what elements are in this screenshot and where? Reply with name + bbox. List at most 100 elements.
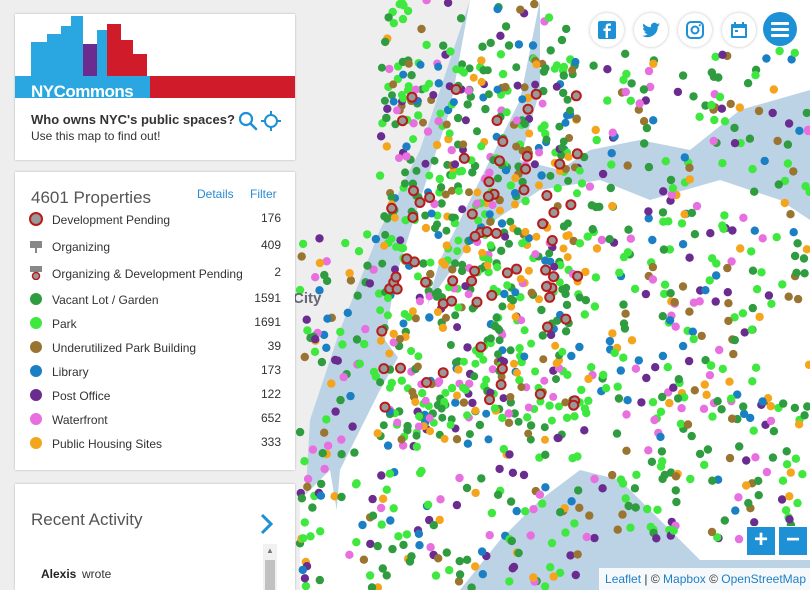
property-marker[interactable] (700, 461, 708, 469)
property-marker[interactable] (491, 404, 499, 412)
property-marker[interactable] (440, 398, 448, 406)
property-marker[interactable] (561, 528, 569, 536)
property-marker[interactable] (385, 350, 393, 358)
property-marker[interactable] (451, 160, 459, 168)
property-marker[interactable] (425, 313, 433, 321)
property-marker[interactable] (602, 384, 610, 392)
property-marker[interactable] (793, 499, 801, 507)
property-marker[interactable] (468, 399, 476, 407)
property-marker[interactable] (767, 417, 775, 425)
property-marker[interactable] (505, 41, 513, 49)
property-marker[interactable] (377, 471, 385, 479)
property-marker[interactable] (369, 512, 377, 520)
property-marker[interactable] (316, 576, 324, 584)
property-marker[interactable] (748, 326, 756, 334)
property-marker[interactable] (747, 247, 755, 255)
property-marker[interactable] (390, 98, 398, 106)
property-marker[interactable] (383, 105, 391, 113)
property-marker[interactable] (761, 157, 769, 165)
property-marker[interactable] (448, 384, 456, 392)
property-marker[interactable] (562, 327, 570, 335)
property-marker[interactable] (459, 384, 467, 392)
property-marker[interactable] (396, 335, 404, 343)
property-marker[interactable] (739, 214, 747, 222)
property-marker[interactable] (429, 91, 437, 99)
property-marker[interactable] (489, 365, 497, 373)
property-marker[interactable] (422, 41, 430, 49)
property-marker[interactable] (445, 566, 453, 574)
property-marker[interactable] (695, 113, 703, 121)
property-marker[interactable] (584, 375, 592, 383)
property-marker[interactable] (346, 392, 354, 400)
property-marker[interactable] (794, 295, 802, 303)
property-marker[interactable] (789, 167, 797, 175)
property-marker[interactable] (791, 404, 799, 412)
property-marker[interactable] (586, 182, 594, 190)
property-marker[interactable] (729, 350, 737, 358)
property-marker[interactable] (696, 297, 704, 305)
property-marker[interactable] (506, 393, 514, 401)
property-marker[interactable] (471, 562, 479, 570)
property-marker[interactable] (770, 427, 778, 435)
property-marker[interactable] (615, 394, 623, 402)
property-marker[interactable] (631, 484, 639, 492)
property-marker[interactable] (418, 389, 426, 397)
property-marker[interactable] (644, 446, 652, 454)
property-marker[interactable] (547, 46, 555, 54)
property-marker[interactable] (298, 252, 306, 260)
property-marker[interactable] (677, 404, 685, 412)
development-pending-marker[interactable] (402, 254, 411, 263)
property-marker[interactable] (414, 111, 422, 119)
property-marker[interactable] (752, 364, 760, 372)
property-marker[interactable] (413, 443, 421, 451)
property-marker[interactable] (715, 346, 723, 354)
property-marker[interactable] (664, 217, 672, 225)
property-marker[interactable] (454, 365, 462, 373)
property-marker[interactable] (685, 164, 693, 172)
property-marker[interactable] (659, 312, 667, 320)
property-marker[interactable] (473, 200, 481, 208)
property-marker[interactable] (584, 397, 592, 405)
property-marker[interactable] (539, 100, 547, 108)
property-marker[interactable] (672, 486, 680, 494)
development-pending-marker[interactable] (409, 186, 418, 195)
property-marker[interactable] (706, 371, 714, 379)
property-marker[interactable] (477, 142, 485, 150)
property-marker[interactable] (665, 399, 673, 407)
property-marker[interactable] (621, 310, 629, 318)
property-marker[interactable] (378, 520, 386, 528)
property-marker[interactable] (608, 202, 616, 210)
property-marker[interactable] (415, 530, 423, 538)
property-marker[interactable] (748, 377, 756, 385)
property-marker[interactable] (482, 376, 490, 384)
property-marker[interactable] (370, 368, 378, 376)
property-marker[interactable] (564, 177, 572, 185)
development-pending-marker[interactable] (549, 272, 558, 281)
property-marker[interactable] (536, 491, 544, 499)
property-marker[interactable] (486, 218, 494, 226)
property-marker[interactable] (320, 429, 328, 437)
property-marker[interactable] (734, 493, 742, 501)
property-marker[interactable] (525, 267, 533, 275)
property-marker[interactable] (573, 189, 581, 197)
legend-item-public-housing[interactable]: Public Housing Sites 333 (25, 434, 281, 454)
property-marker[interactable] (619, 479, 627, 487)
development-pending-marker[interactable] (484, 192, 493, 201)
property-marker[interactable] (494, 350, 502, 358)
property-marker[interactable] (576, 167, 584, 175)
property-marker[interactable] (724, 288, 732, 296)
property-marker[interactable] (485, 90, 493, 98)
property-marker[interactable] (432, 571, 440, 579)
property-marker[interactable] (439, 324, 447, 332)
property-marker[interactable] (402, 152, 410, 160)
property-marker[interactable] (453, 392, 461, 400)
property-marker[interactable] (545, 13, 553, 21)
property-marker[interactable] (459, 140, 467, 148)
instagram-button[interactable] (678, 13, 712, 47)
property-marker[interactable] (731, 506, 739, 514)
property-marker[interactable] (739, 309, 747, 317)
property-marker[interactable] (575, 343, 583, 351)
property-marker[interactable] (659, 187, 667, 195)
property-marker[interactable] (514, 549, 522, 557)
development-pending-marker[interactable] (422, 378, 431, 387)
